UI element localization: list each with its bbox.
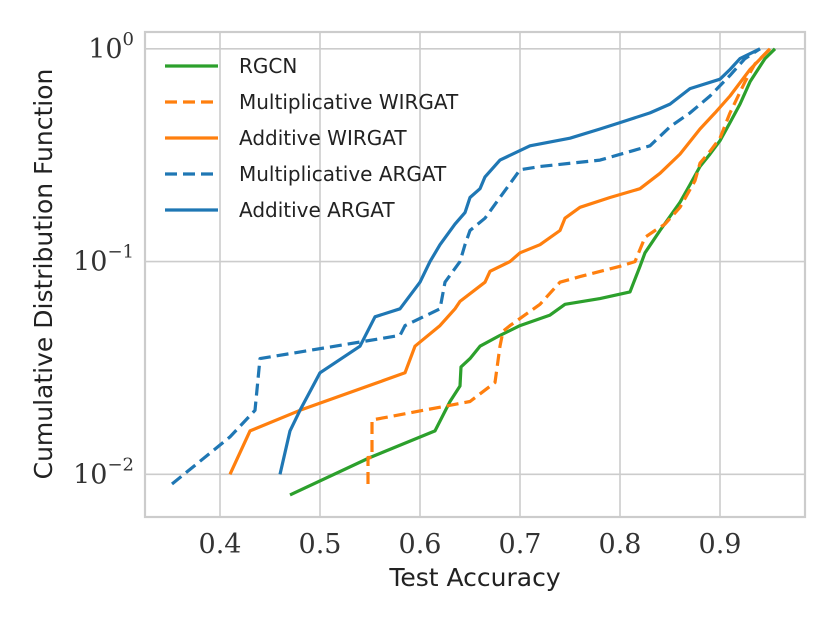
series-line-multiplicative-argat xyxy=(170,47,761,486)
series-line-additive-wirgat xyxy=(228,47,772,475)
y-axis-label: Cumulative Distribution Function xyxy=(29,69,58,480)
y-tick-base: 10 xyxy=(73,459,107,490)
x-axis-label: Test Accuracy xyxy=(388,563,561,592)
y-tick-label: 10−1 xyxy=(73,242,134,278)
legend: RGCN Multiplicative WIRGAT Additive WIRGAT… xyxy=(165,54,459,222)
legend-label: RGCN xyxy=(239,54,297,78)
plot-frame xyxy=(143,30,807,519)
legend-label: Additive WIRGAT xyxy=(239,126,407,150)
series-lines xyxy=(170,47,777,497)
series-line-rgcn xyxy=(289,47,777,497)
x-tick-label: 0.6 xyxy=(399,529,442,560)
series-line-additive-argat xyxy=(278,47,761,475)
series-line-multiplicative-wirgat xyxy=(366,47,772,484)
y-tick-label: 100 xyxy=(88,29,134,65)
y-tick-base: 10 xyxy=(73,247,107,278)
x-tick-label: 0.7 xyxy=(499,529,542,560)
legend-label: Multiplicative WIRGAT xyxy=(239,90,459,114)
y-tick-exponent: 0 xyxy=(123,29,134,50)
x-tick-label: 0.5 xyxy=(299,529,342,560)
x-tick-label: 0.8 xyxy=(599,529,642,560)
legend-label: Additive ARGAT xyxy=(239,198,395,222)
x-tick-label: 0.9 xyxy=(699,529,742,560)
x-tick-labels: 0.4 0.5 0.6 0.7 0.8 0.9 xyxy=(199,529,742,560)
y-tick-exponent: −2 xyxy=(107,454,134,475)
y-tick-exponent: −1 xyxy=(107,242,134,263)
grid-lines xyxy=(145,32,805,517)
y-tick-label: 10−2 xyxy=(73,454,134,490)
x-tick-label: 0.4 xyxy=(199,529,242,560)
y-tick-base: 10 xyxy=(88,34,122,65)
legend-label: Multiplicative ARGAT xyxy=(239,162,447,186)
